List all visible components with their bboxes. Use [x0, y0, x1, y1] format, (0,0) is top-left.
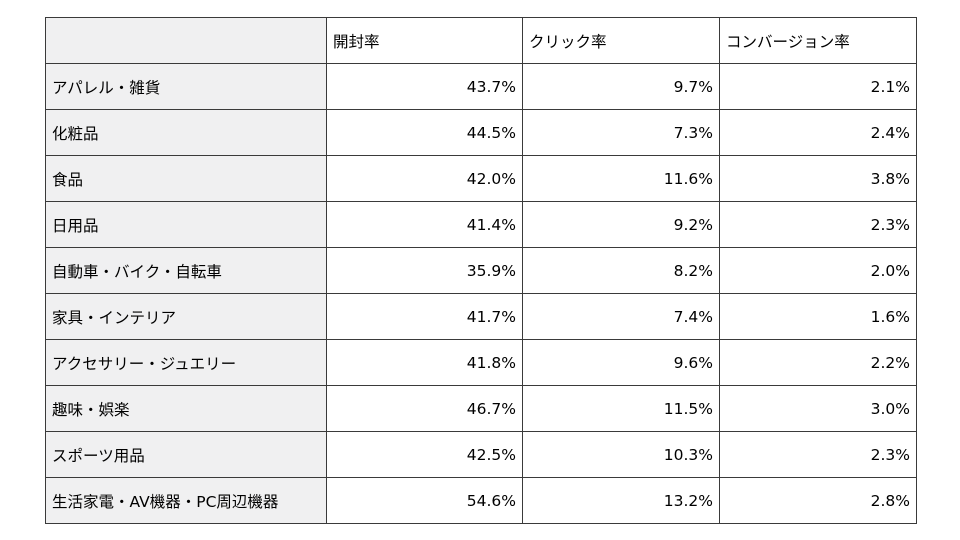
- open-rate-cell: 41.4%: [326, 201, 523, 248]
- click-rate-cell: 7.4%: [522, 293, 720, 340]
- open-rate-cell: 35.9%: [326, 247, 523, 294]
- conversion-rate-cell: 2.1%: [719, 63, 917, 110]
- click-rate-cell: 10.3%: [522, 431, 720, 478]
- click-rate-cell: 13.2%: [522, 477, 720, 524]
- conversion-rate-cell: 3.0%: [719, 385, 917, 432]
- category-cell: 日用品: [45, 201, 327, 248]
- table-row: アクセサリー・ジュエリー 41.8% 9.6% 2.2%: [45, 339, 917, 386]
- click-rate-cell: 11.5%: [522, 385, 720, 432]
- category-cell: アパレル・雑貨: [45, 63, 327, 110]
- open-rate-cell: 43.7%: [326, 63, 523, 110]
- category-cell: 化粧品: [45, 109, 327, 156]
- category-cell: 家具・インテリア: [45, 293, 327, 340]
- conversion-rate-cell: 2.0%: [719, 247, 917, 294]
- click-rate-cell: 7.3%: [522, 109, 720, 156]
- click-rate-cell: 9.6%: [522, 339, 720, 386]
- rates-table-container: 開封率 クリック率 コンバージョン率 アパレル・雑貨 43.7% 9.7% 2.…: [45, 17, 917, 524]
- conversion-rate-cell: 3.8%: [719, 155, 917, 202]
- click-rate-cell: 9.7%: [522, 63, 720, 110]
- conversion-rate-cell: 2.3%: [719, 201, 917, 248]
- open-rate-cell: 41.7%: [326, 293, 523, 340]
- click-rate-cell: 11.6%: [522, 155, 720, 202]
- header-corner-cell: [45, 17, 327, 64]
- header-open-rate: 開封率: [326, 17, 523, 64]
- open-rate-cell: 42.5%: [326, 431, 523, 478]
- table-row: 自動車・バイク・自転車 35.9% 8.2% 2.0%: [45, 247, 917, 294]
- table-header-row: 開封率 クリック率 コンバージョン率: [45, 17, 917, 64]
- table-row: アパレル・雑貨 43.7% 9.7% 2.1%: [45, 63, 917, 110]
- conversion-rate-cell: 2.4%: [719, 109, 917, 156]
- table-row: 化粧品 44.5% 7.3% 2.4%: [45, 109, 917, 156]
- click-rate-cell: 9.2%: [522, 201, 720, 248]
- category-cell: 趣味・娯楽: [45, 385, 327, 432]
- category-cell: 自動車・バイク・自転車: [45, 247, 327, 294]
- open-rate-cell: 41.8%: [326, 339, 523, 386]
- category-cell: 生活家電・AV機器・PC周辺機器: [45, 477, 327, 524]
- header-conversion-rate: コンバージョン率: [719, 17, 917, 64]
- conversion-rate-cell: 2.3%: [719, 431, 917, 478]
- click-rate-cell: 8.2%: [522, 247, 720, 294]
- conversion-rate-cell: 2.8%: [719, 477, 917, 524]
- table-row: 趣味・娯楽 46.7% 11.5% 3.0%: [45, 385, 917, 432]
- conversion-rate-cell: 2.2%: [719, 339, 917, 386]
- rates-table: 開封率 クリック率 コンバージョン率 アパレル・雑貨 43.7% 9.7% 2.…: [45, 17, 917, 524]
- category-cell: アクセサリー・ジュエリー: [45, 339, 327, 386]
- table-row: 家具・インテリア 41.7% 7.4% 1.6%: [45, 293, 917, 340]
- category-cell: スポーツ用品: [45, 431, 327, 478]
- table-row: スポーツ用品 42.5% 10.3% 2.3%: [45, 431, 917, 478]
- table-row: 食品 42.0% 11.6% 3.8%: [45, 155, 917, 202]
- table-row: 生活家電・AV機器・PC周辺機器 54.6% 13.2% 2.8%: [45, 477, 917, 524]
- open-rate-cell: 54.6%: [326, 477, 523, 524]
- table-row: 日用品 41.4% 9.2% 2.3%: [45, 201, 917, 248]
- category-cell: 食品: [45, 155, 327, 202]
- conversion-rate-cell: 1.6%: [719, 293, 917, 340]
- open-rate-cell: 44.5%: [326, 109, 523, 156]
- open-rate-cell: 42.0%: [326, 155, 523, 202]
- header-click-rate: クリック率: [522, 17, 720, 64]
- open-rate-cell: 46.7%: [326, 385, 523, 432]
